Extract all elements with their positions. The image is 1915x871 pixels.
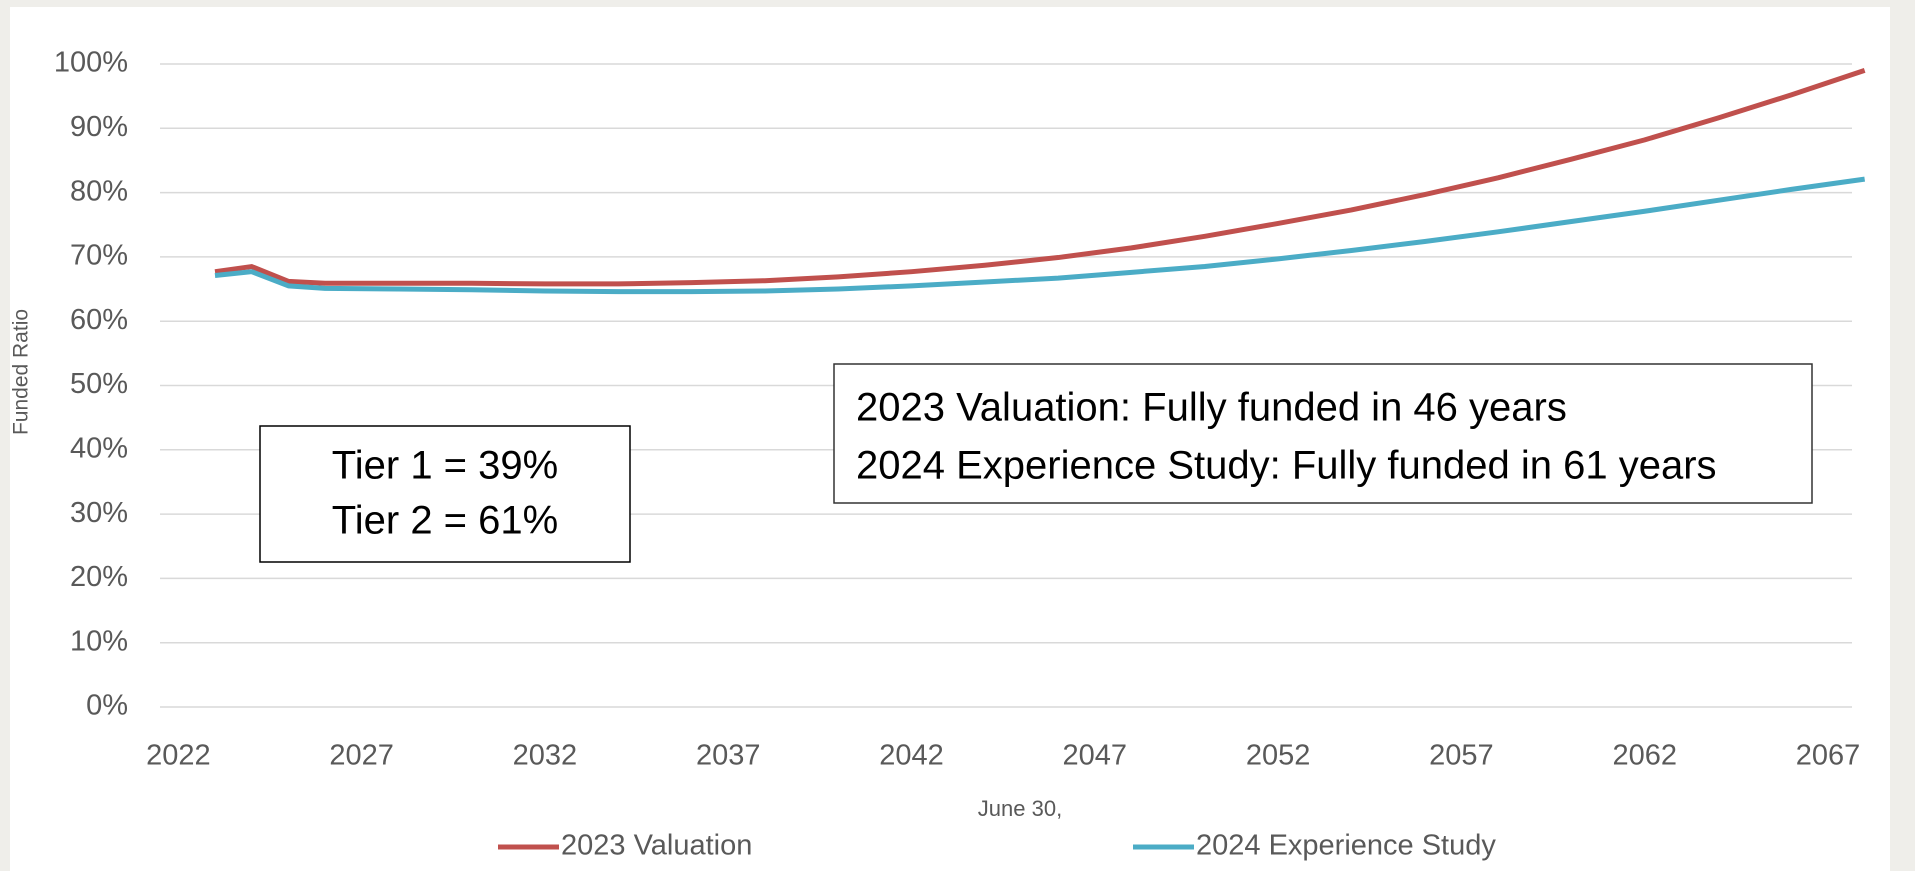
y-axis-label: Funded Ratio [10,309,33,435]
legend-label: 2024 Experience Study [1196,830,1496,862]
annotation: 2024 Experience Study: Fully funded in 6… [856,444,1717,488]
x-tick-label: 2057 [1429,740,1494,772]
annotation: Tier 2 = 61% [332,499,558,543]
annotation: Tier 1 = 39% [332,444,558,488]
x-tick-label: 2042 [879,740,944,772]
plot-area: 0% 10% 20% 30% 40% 50% 60% 70% 80% 90% 100% 2022 202… [54,47,1866,862]
x-tick-label: 2067 [1796,740,1861,772]
x-axis-label: June 30, [978,796,1062,821]
x-tick-label: 2032 [513,740,578,772]
x-tick-label: 2047 [1063,740,1128,772]
y-tick-label: 40% [70,432,128,464]
series-line [214,176,1866,295]
annotation-box [833,363,1813,504]
y-tick-label: 30% [70,497,128,529]
y-tick-label: 20% [70,561,128,593]
y-tick-label: 50% [70,368,128,400]
x-tick-label: 2062 [1612,740,1677,772]
y-tick-label: 0% [86,690,128,722]
x-tick-label: 2052 [1246,740,1311,772]
y-tick-label: 90% [70,111,128,143]
annotation-box [259,425,631,563]
series-line [214,68,1866,287]
y-tick-label: 70% [70,240,128,272]
x-tick-label: 2022 [146,740,211,772]
x-tick-label: 2027 [329,740,394,772]
y-tick-label: 80% [70,175,128,207]
x-tick-label: 2037 [696,740,761,772]
legend-label: 2023 Valuation [561,830,752,862]
y-tick-label: 100% [54,47,128,79]
y-tick-label: 60% [70,304,128,336]
y-tick-label: 10% [70,625,128,657]
annotation: 2023 Valuation: Fully funded in 46 years [856,386,1567,430]
